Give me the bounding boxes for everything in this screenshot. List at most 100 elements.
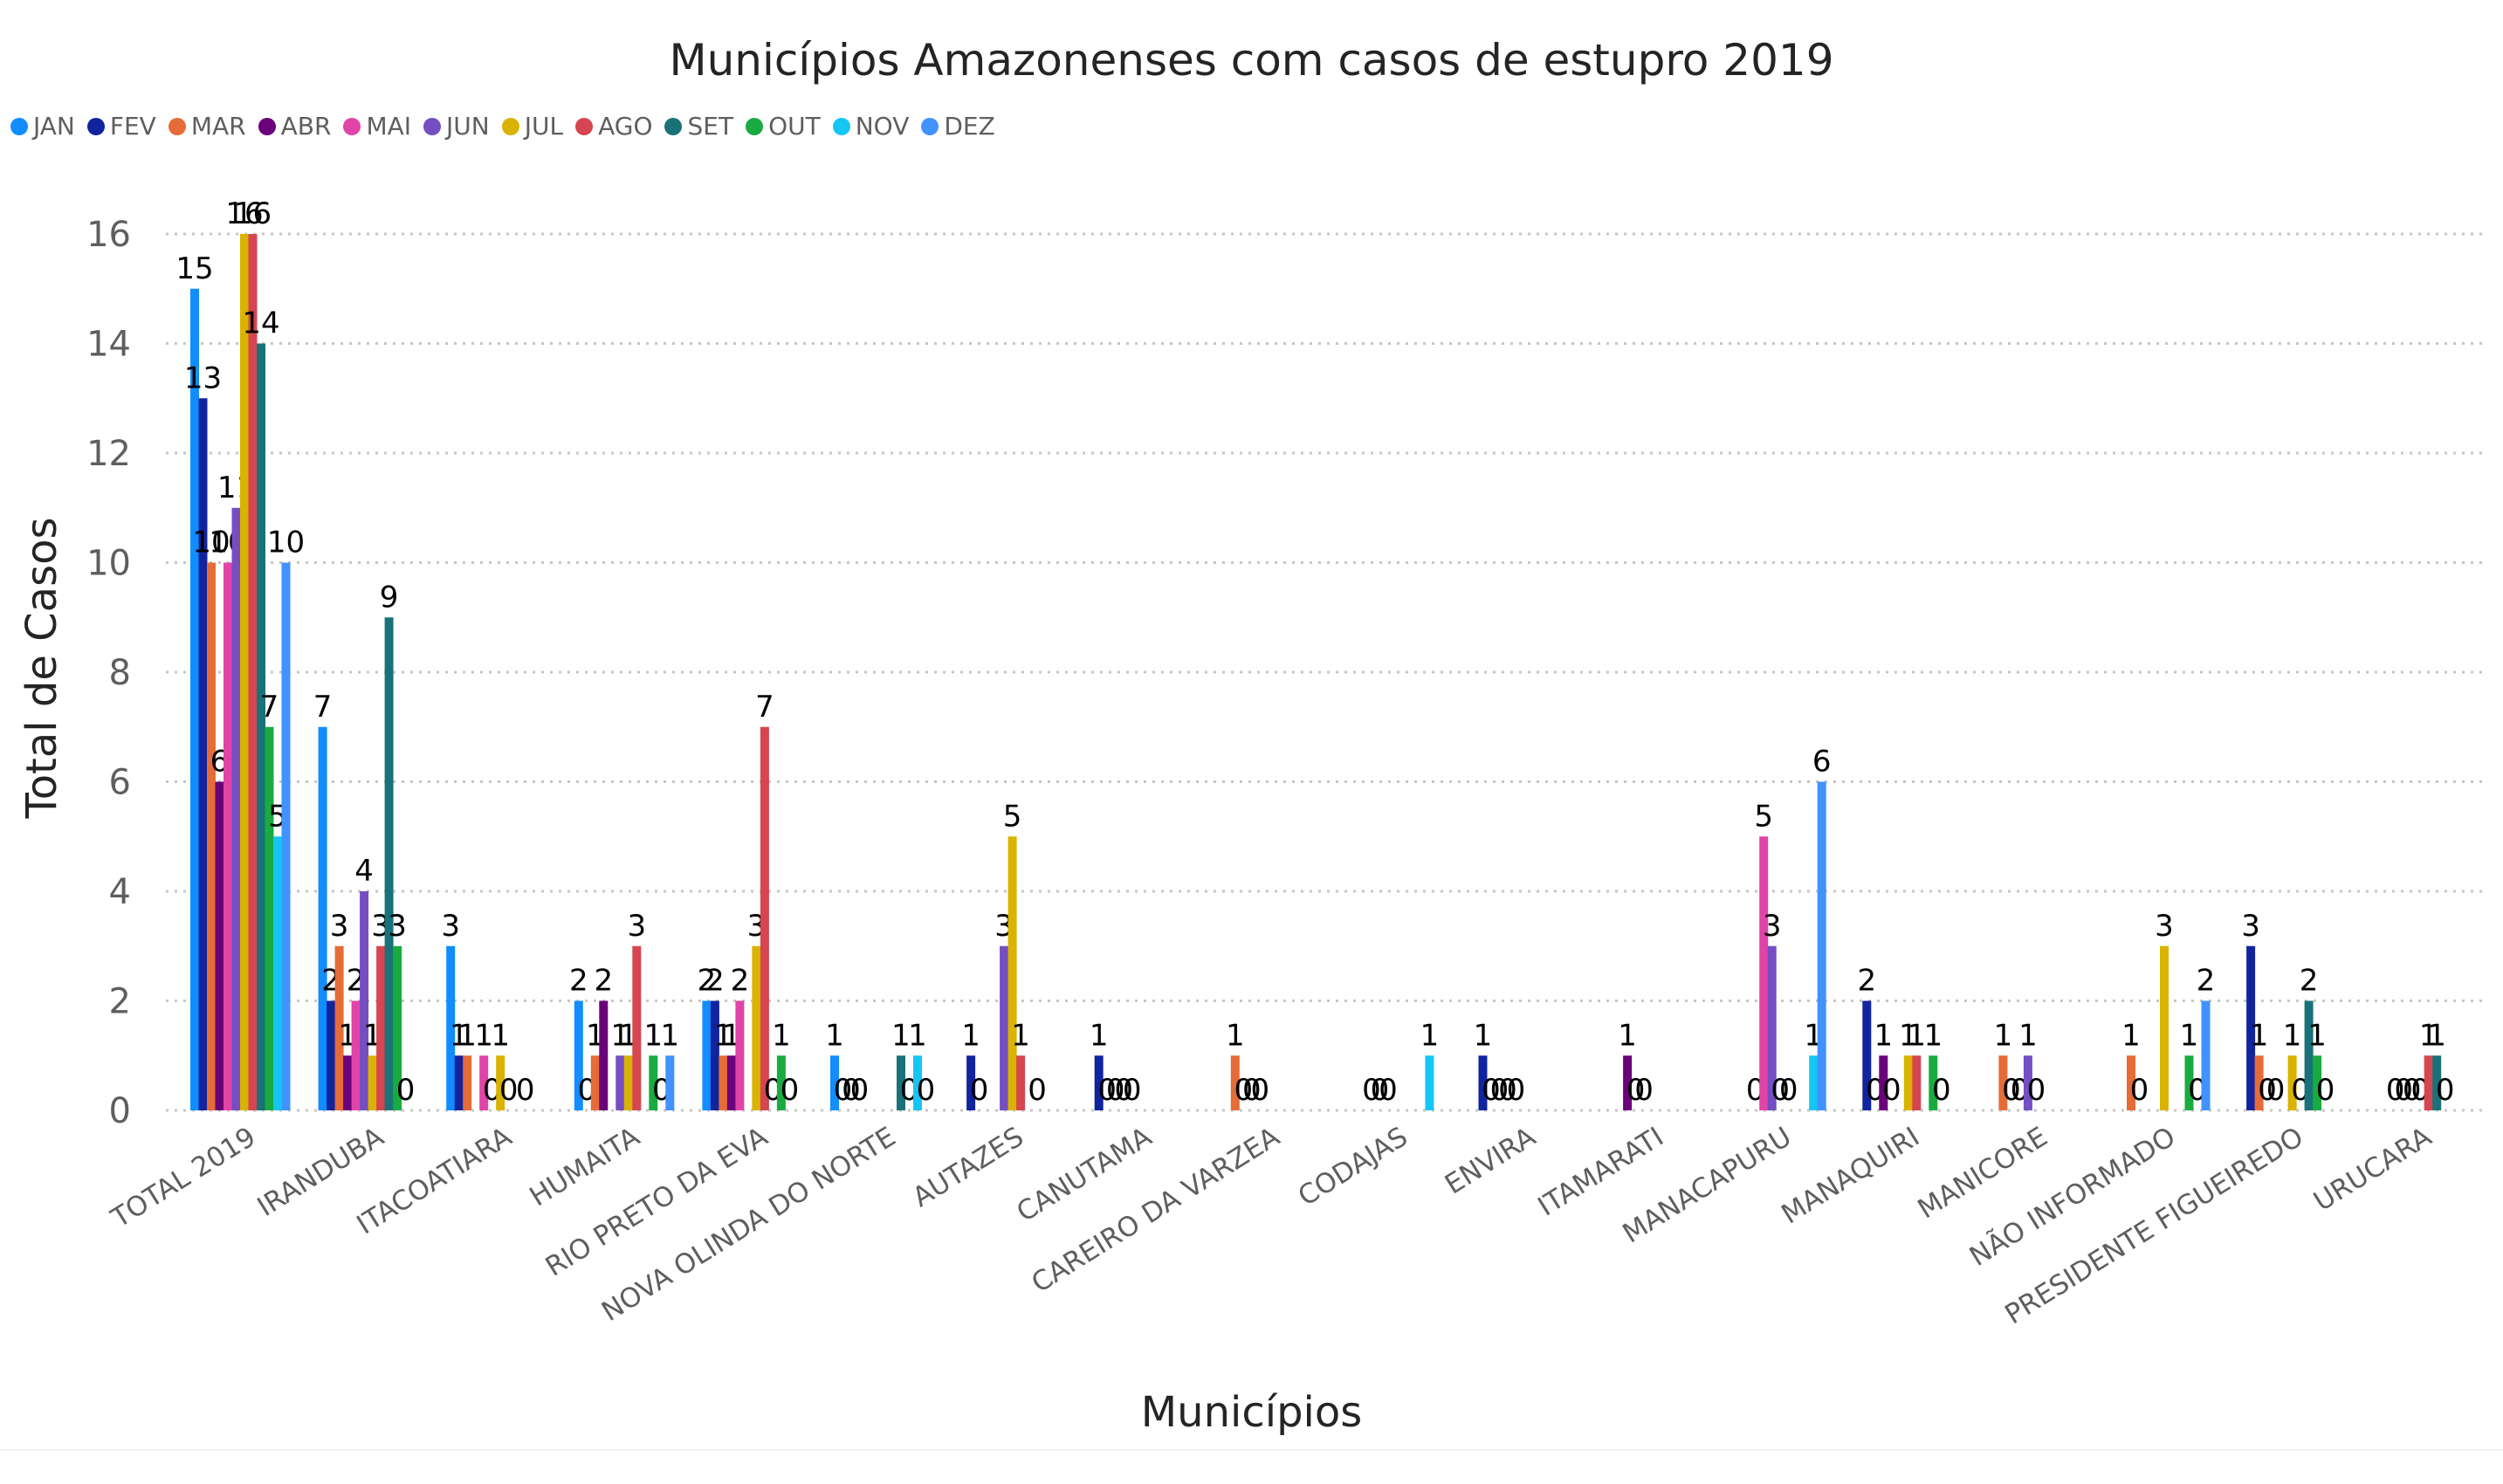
data-label: 1 [2180, 1018, 2199, 1053]
data-label: 1 [908, 1018, 927, 1053]
x-tick-label: MANAQUIRI [1776, 1121, 1925, 1230]
data-label: 1 [1874, 1018, 1893, 1053]
data-label: 5 [1754, 799, 1773, 834]
bar-jun [1000, 945, 1009, 1110]
bar-ago [1912, 1055, 1922, 1110]
bar-mar [2254, 1055, 2264, 1110]
data-label: 1 [491, 1018, 510, 1053]
legend-item-mai[interactable]: MAI [343, 112, 411, 141]
data-label: 0 [1106, 1073, 1125, 1108]
x-axis-title: Municípios [1140, 1388, 1363, 1437]
bar-mai [1759, 836, 1769, 1110]
bar-out [393, 945, 402, 1110]
data-label: 0 [516, 1073, 535, 1108]
legend-item-abr[interactable]: ABR [258, 112, 331, 141]
bar-jun [360, 891, 369, 1110]
y-tick-label: 12 [86, 434, 131, 474]
bar-out [2313, 1055, 2322, 1110]
legend-label: SET [687, 112, 734, 141]
bar-jun [615, 1055, 625, 1110]
legend-item-dez[interactable]: DEZ [921, 112, 995, 141]
bar-mai [735, 1000, 745, 1110]
bar-dez [665, 1055, 675, 1110]
bar-fev [966, 1055, 976, 1110]
x-tick-label: CODAJAS [1293, 1121, 1413, 1213]
data-label: 4 [354, 854, 374, 889]
data-label: 1 [1899, 1018, 1918, 1053]
data-label: 0 [1250, 1073, 1269, 1108]
legend-item-out[interactable]: OUT [746, 112, 821, 141]
data-label: 3 [627, 909, 646, 944]
data-label: 1 [457, 1018, 477, 1053]
data-label: 1 [2427, 1018, 2446, 1053]
data-label: 10 [267, 526, 305, 560]
bar-jun [1767, 945, 1777, 1110]
bar-jul [752, 945, 761, 1110]
data-label: 1 [1474, 1018, 1493, 1053]
data-label: 0 [1882, 1073, 1901, 1108]
data-label: 0 [1490, 1073, 1509, 1108]
legend-item-jul[interactable]: JUL [501, 112, 563, 141]
bar-set [384, 617, 394, 1110]
data-label: 0 [396, 1073, 416, 1108]
data-label: 0 [850, 1073, 870, 1108]
x-tick-label: AUTAZES [907, 1121, 1029, 1213]
data-label: 1 [660, 1018, 679, 1053]
data-label: 0 [2316, 1073, 2335, 1108]
data-label: 1 [961, 1018, 980, 1053]
data-label: 1 [450, 1018, 469, 1053]
bar-fev [1094, 1055, 1104, 1110]
bar-out [2184, 1055, 2194, 1110]
bar-jul [368, 1055, 377, 1110]
legend-label: JAN [33, 112, 75, 141]
data-label: 0 [1097, 1073, 1117, 1108]
legend-item-fev[interactable]: FEV [86, 112, 156, 141]
x-tick-label: ENVIRA [1440, 1121, 1541, 1200]
data-label: 1 [1090, 1018, 1109, 1053]
data-label: 2 [1857, 964, 1876, 999]
data-label: 1 [1226, 1018, 1245, 1053]
x-tick-label: NÃO INFORMADO [1964, 1121, 2181, 1273]
data-label: 0 [2130, 1073, 2149, 1108]
legend-marker [501, 117, 519, 135]
data-label: 3 [2155, 909, 2174, 944]
data-label: 0 [1779, 1073, 1798, 1108]
bar-fev [198, 398, 208, 1110]
bar-ago [760, 726, 769, 1110]
data-label: 3 [330, 909, 349, 944]
bar-dez [281, 562, 291, 1110]
y-tick-label: 8 [109, 653, 131, 693]
legend-item-mar[interactable]: MAR [168, 112, 246, 141]
data-label: 0 [2002, 1073, 2021, 1108]
legend-item-ago[interactable]: AGO [575, 112, 652, 141]
legend-label: MAI [366, 112, 412, 141]
data-label: 0 [499, 1073, 519, 1108]
legend-label: FEV [109, 112, 156, 141]
bar-fev [710, 1000, 719, 1110]
bar-mar [1998, 1055, 2008, 1110]
legend-item-jan[interactable]: JAN [10, 112, 75, 141]
data-label: 1 [2283, 1018, 2302, 1053]
data-label: 0 [1379, 1073, 1398, 1108]
data-label: 1 [772, 1018, 791, 1053]
bar-mai [351, 1000, 361, 1110]
legend-item-nov[interactable]: NOV [832, 112, 909, 141]
bar-abr [215, 781, 224, 1110]
data-label: 0 [1234, 1073, 1253, 1108]
legend-item-jun[interactable]: JUN [423, 112, 490, 141]
data-label: 0 [2027, 1073, 2046, 1108]
bar-set [257, 343, 265, 1110]
bar-jun [2023, 1055, 2032, 1110]
y-tick-label: 10 [86, 544, 131, 584]
data-label: 1 [1994, 1018, 2013, 1053]
bar-nov [913, 1055, 922, 1110]
legend-item-set[interactable]: SET [664, 112, 733, 141]
bar-nov [273, 836, 282, 1110]
data-label: 7 [313, 690, 333, 725]
y-tick-label: 2 [109, 982, 131, 1022]
y-tick-label: 0 [109, 1091, 131, 1131]
bar-fev [2246, 945, 2256, 1110]
data-label: 0 [2266, 1073, 2286, 1108]
data-label: 15 [175, 251, 213, 286]
data-label: 7 [755, 690, 774, 725]
